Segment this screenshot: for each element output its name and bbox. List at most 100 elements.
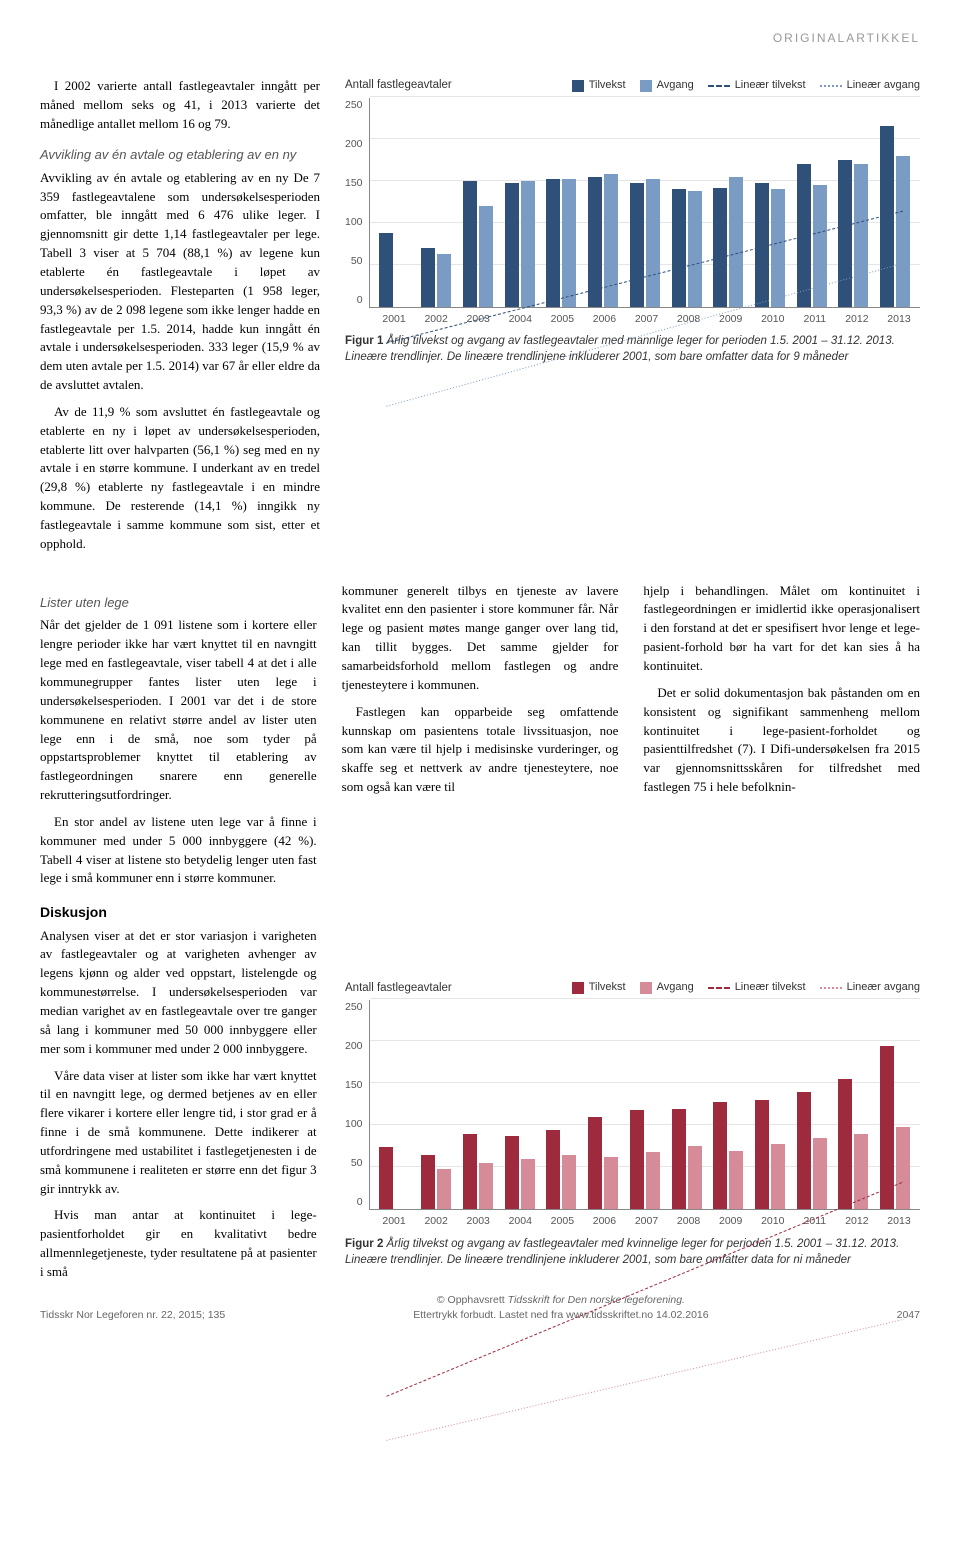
bar-group-2004 — [499, 1136, 541, 1210]
bar-tilvekst — [588, 177, 602, 307]
bar-avgang — [688, 1146, 702, 1209]
bar-avgang — [854, 164, 868, 307]
para-right2: Det er solid dokumentasjon bak påstanden… — [643, 684, 920, 797]
subhead-avvikling: Avvikling av én avtale og etablering av … — [40, 146, 320, 165]
bar-group-2007 — [624, 179, 666, 307]
footer-journal: Tidsskrift for Den norske legeforening. — [508, 1294, 685, 1306]
figure-2-block: Antall fastlegeavtalerTilvekstAvgangLine… — [345, 980, 920, 1268]
x-tick: 2001 — [373, 312, 415, 327]
bar-avgang — [729, 1151, 743, 1210]
bar-tilvekst — [713, 188, 727, 307]
x-tick: 2004 — [499, 312, 541, 327]
x-tick: 2010 — [752, 1214, 794, 1229]
x-tick: 2003 — [457, 1214, 499, 1229]
x-tick: 2009 — [710, 312, 752, 327]
mid-col-1: Lister uten lege Når det gjelder de 1 09… — [40, 582, 317, 1290]
bar-tilvekst — [505, 183, 519, 307]
para-2: Avvikling av én avtale og etablering av … — [40, 169, 320, 395]
y-tick: 200 — [345, 1039, 363, 1054]
x-tick: 2001 — [373, 1214, 415, 1229]
x-tick: 2010 — [752, 312, 794, 327]
x-tick: 2009 — [710, 1214, 752, 1229]
y-tick: 50 — [351, 254, 363, 269]
legend-lin-tilvekst: Lineær tilvekst — [708, 980, 806, 996]
bar-group-2011 — [791, 164, 833, 307]
x-tick: 2006 — [583, 312, 625, 327]
discussion-head: Diskusjon — [40, 902, 317, 922]
legend-avgang: Avgang — [640, 980, 694, 996]
figure-1-block: Antall fastlegeavtalerTilvekstAvgangLine… — [345, 77, 920, 561]
grid-line — [370, 998, 920, 999]
bar-avgang — [771, 189, 785, 307]
bar-avgang — [479, 206, 493, 307]
bars — [370, 98, 920, 307]
bar-avgang — [646, 179, 660, 307]
x-tick: 2011 — [794, 312, 836, 327]
x-tick: 2002 — [415, 312, 457, 327]
bar-avgang — [562, 179, 576, 307]
y-axis: 250200150100500 — [345, 98, 369, 308]
bar-avgang — [646, 1152, 660, 1209]
fig2-text: Årlig tilvekst og avgang av fastlegeavta… — [387, 1238, 900, 1250]
bar-tilvekst — [379, 1147, 393, 1209]
footer-center: © Opphavsrett Tidsskrift for Den norske … — [413, 1293, 708, 1323]
chart-legend: TilvekstAvgangLineær tilvekstLineær avga… — [572, 980, 920, 996]
bar-tilvekst — [880, 126, 894, 307]
bar-group-2010 — [749, 183, 791, 307]
legend-avgang: Avgang — [640, 78, 694, 94]
bar-avgang — [604, 1157, 618, 1209]
bar-group-2009 — [707, 177, 749, 307]
bar-group-2009 — [707, 1102, 749, 1210]
bar-group-2006 — [582, 174, 624, 307]
bar-avgang — [562, 1155, 576, 1210]
bar-tilvekst — [421, 248, 435, 307]
legend-lin-avgang: Lineær avgang — [820, 78, 920, 94]
bar-avgang — [479, 1163, 493, 1209]
footer-download: Ettertrykk forbudt. Lastet ned fra www.t… — [413, 1309, 708, 1321]
y-tick: 250 — [345, 98, 363, 113]
bar-tilvekst — [838, 160, 852, 307]
bar-avgang — [521, 181, 535, 307]
page-footer: Tidsskr Nor Legeforen nr. 22, 2015; 135 … — [40, 1293, 920, 1323]
y-tick: 150 — [345, 1078, 363, 1093]
figure-2-caption: Figur 2 Årlig tilvekst og avgang av fast… — [345, 1236, 920, 1268]
para-6: Analysen viser at det er stor variasjon … — [40, 927, 317, 1059]
plot-area — [369, 98, 920, 308]
x-axis: 2001200220032004200520062007200820092010… — [345, 312, 920, 327]
bar-tilvekst — [630, 1110, 644, 1209]
fig1-subtext: Lineære trendlinjer. De lineære trendlin… — [345, 351, 848, 363]
bar-group-2013 — [874, 1046, 916, 1210]
chart-ylabel: Antall fastlegeavtaler — [345, 77, 452, 94]
bar-tilvekst — [713, 1102, 727, 1210]
x-tick: 2012 — [836, 1214, 878, 1229]
para-8: Hvis man antar at kontinuitet i lege-pas… — [40, 1206, 317, 1281]
bar-tilvekst — [505, 1136, 519, 1210]
chart-ylabel: Antall fastlegeavtaler — [345, 980, 452, 997]
bar-tilvekst — [379, 233, 393, 307]
x-tick: 2005 — [541, 312, 583, 327]
bar-avgang — [437, 254, 451, 307]
bar-tilvekst — [880, 1046, 894, 1210]
bar-avgang — [604, 174, 618, 307]
bar-group-2013 — [874, 126, 916, 307]
bar-tilvekst — [463, 1134, 477, 1210]
bar-group-2005 — [540, 179, 582, 307]
bar-avgang — [896, 156, 910, 307]
x-tick: 2008 — [668, 312, 710, 327]
bar-avgang — [521, 1159, 535, 1209]
bar-group-2004 — [499, 181, 541, 307]
plot-area — [369, 1000, 920, 1210]
bar-group-2005 — [540, 1130, 582, 1210]
bar-group-2006 — [582, 1117, 624, 1209]
bar-tilvekst — [797, 1092, 811, 1210]
y-tick: 150 — [345, 176, 363, 191]
footer-copyright: © Opphavsrett — [437, 1294, 505, 1306]
bar-group-2001 — [374, 233, 416, 307]
bar-group-2010 — [749, 1100, 791, 1209]
footer-pagenum: 2047 — [897, 1308, 920, 1323]
bar-group-2003 — [457, 1134, 499, 1210]
grid-line — [370, 96, 920, 97]
x-tick: 2011 — [794, 1214, 836, 1229]
x-tick: 2004 — [499, 1214, 541, 1229]
para-7: Våre data viser at lister som ikke har v… — [40, 1067, 317, 1199]
